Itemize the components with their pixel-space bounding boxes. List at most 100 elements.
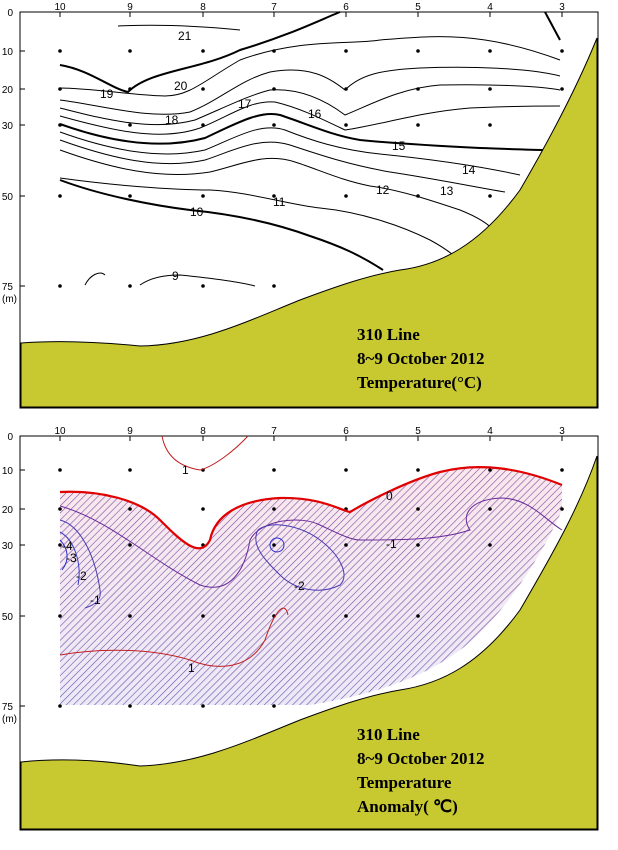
sample-point [58,507,62,511]
contour-label-21: 21 [178,29,192,43]
sample-point [344,194,348,198]
sample-point [128,284,132,288]
contour-label-19: 19 [100,87,114,101]
anomaly-labels: 1 0 -1 -2 -1 -2 -3 -4 1 [62,463,397,675]
sample-point [560,468,564,472]
caption-line-3: Temperature(°C) [357,373,482,392]
sample-point [272,704,276,708]
caption-line-4: Anomaly( ℃) [357,797,458,816]
sample-point [488,194,492,198]
sample-point [128,704,132,708]
depth-label: 0 [7,432,13,443]
contour-label-20: 20 [174,79,188,93]
sample-point [201,87,205,91]
sample-point [128,468,132,472]
sample-point [344,614,348,618]
contour-11 [59,177,463,263]
sample-point [560,507,564,511]
sample-point [272,468,276,472]
sample-point [416,468,420,472]
sample-point [201,284,205,288]
station-label: 7 [271,2,277,13]
sample-point [344,49,348,53]
sample-point [201,614,205,618]
sample-point [416,507,420,511]
caption-line-2: 8~9 October 2012 [357,749,485,768]
contour-19 [59,36,561,97]
sample-point [201,704,205,708]
station-label: 3 [559,2,565,13]
sample-point [416,123,420,127]
anomaly-panel: 10 9 8 7 6 5 4 3 0 10 20 30 50 75(m) 1 0 -1 -2 -1 -2 [2,426,599,831]
sample-point [58,194,62,198]
contour-label-16: 16 [308,107,322,121]
caption-line-3: Temperature [357,773,452,792]
depth-axis: 0 10 20 30 50 75(m) [2,432,25,725]
contour-label-9: 9 [172,269,179,283]
seabed-top [20,37,598,408]
anomaly-label-minus2: -2 [294,579,305,593]
depth-label: 50 [2,192,14,203]
sample-point [416,543,420,547]
contour-labels: 21 20 19 18 17 16 15 14 13 12 11 10 9 [100,29,476,283]
sample-point [488,507,492,511]
anomaly-label-minus1-left: -1 [90,593,101,607]
depth-unit: (m) [2,714,17,725]
contour-minus4 [59,539,68,571]
sample-point [128,194,132,198]
contour-16 [59,101,561,135]
sample-point [272,123,276,127]
station-label: 7 [271,426,277,437]
contour-minus1 [59,497,563,588]
contour-minus2-center [269,537,285,553]
sample-point [272,284,276,288]
seabed-bottom [20,455,598,830]
station-label: 5 [415,2,421,13]
contour-minus2-left [59,519,101,609]
anomaly-label-0: 0 [386,489,393,503]
contour-12 [59,149,496,233]
sample-point [128,543,132,547]
station-label: 8 [200,426,206,437]
station-label: 4 [487,426,493,437]
contour-label-12: 12 [376,183,390,197]
contour-18 [59,66,561,115]
contour-17 [59,84,561,126]
sample-point [58,468,62,472]
anomaly-label-minus1: -1 [386,537,397,551]
sample-point [201,194,205,198]
station-axis: 10 9 8 7 6 5 4 3 [54,2,565,17]
depth-label: 0 [7,8,13,19]
station-axis: 10 9 8 7 6 5 4 3 [54,426,565,441]
negative-anomaly-tint [60,467,562,705]
station-label: 4 [487,2,493,13]
contour-label-15: 15 [392,139,406,153]
sample-point [416,49,420,53]
station-label: 10 [54,2,66,13]
sample-point [58,704,62,708]
sample-point [201,507,205,511]
sample-point [58,49,62,53]
sample-point [488,543,492,547]
sample-point [128,614,132,618]
anomaly-contours [59,435,563,667]
contour-1-bottom [59,607,289,667]
sample-point [201,49,205,53]
contour-9-right [139,274,256,287]
station-label: 3 [559,426,565,437]
sample-point [488,87,492,91]
sample-point [488,468,492,472]
anomaly-label-1-top: 1 [182,463,189,477]
contour-label-11: 11 [273,195,286,209]
depth-label: 75 [2,702,14,713]
contour-label-18: 18 [165,113,179,127]
station-label: 5 [415,426,421,437]
sample-point [560,87,564,91]
temperature-panel: 10 9 8 7 6 5 4 3 0 10 20 30 50 75(m) 21 20 19 [2,2,599,409]
depth-axis: 0 10 20 30 50 75(m) [2,8,25,305]
station-label: 8 [200,2,206,13]
sample-point [488,49,492,53]
depth-label: 20 [2,505,14,516]
sample-points [58,468,564,708]
